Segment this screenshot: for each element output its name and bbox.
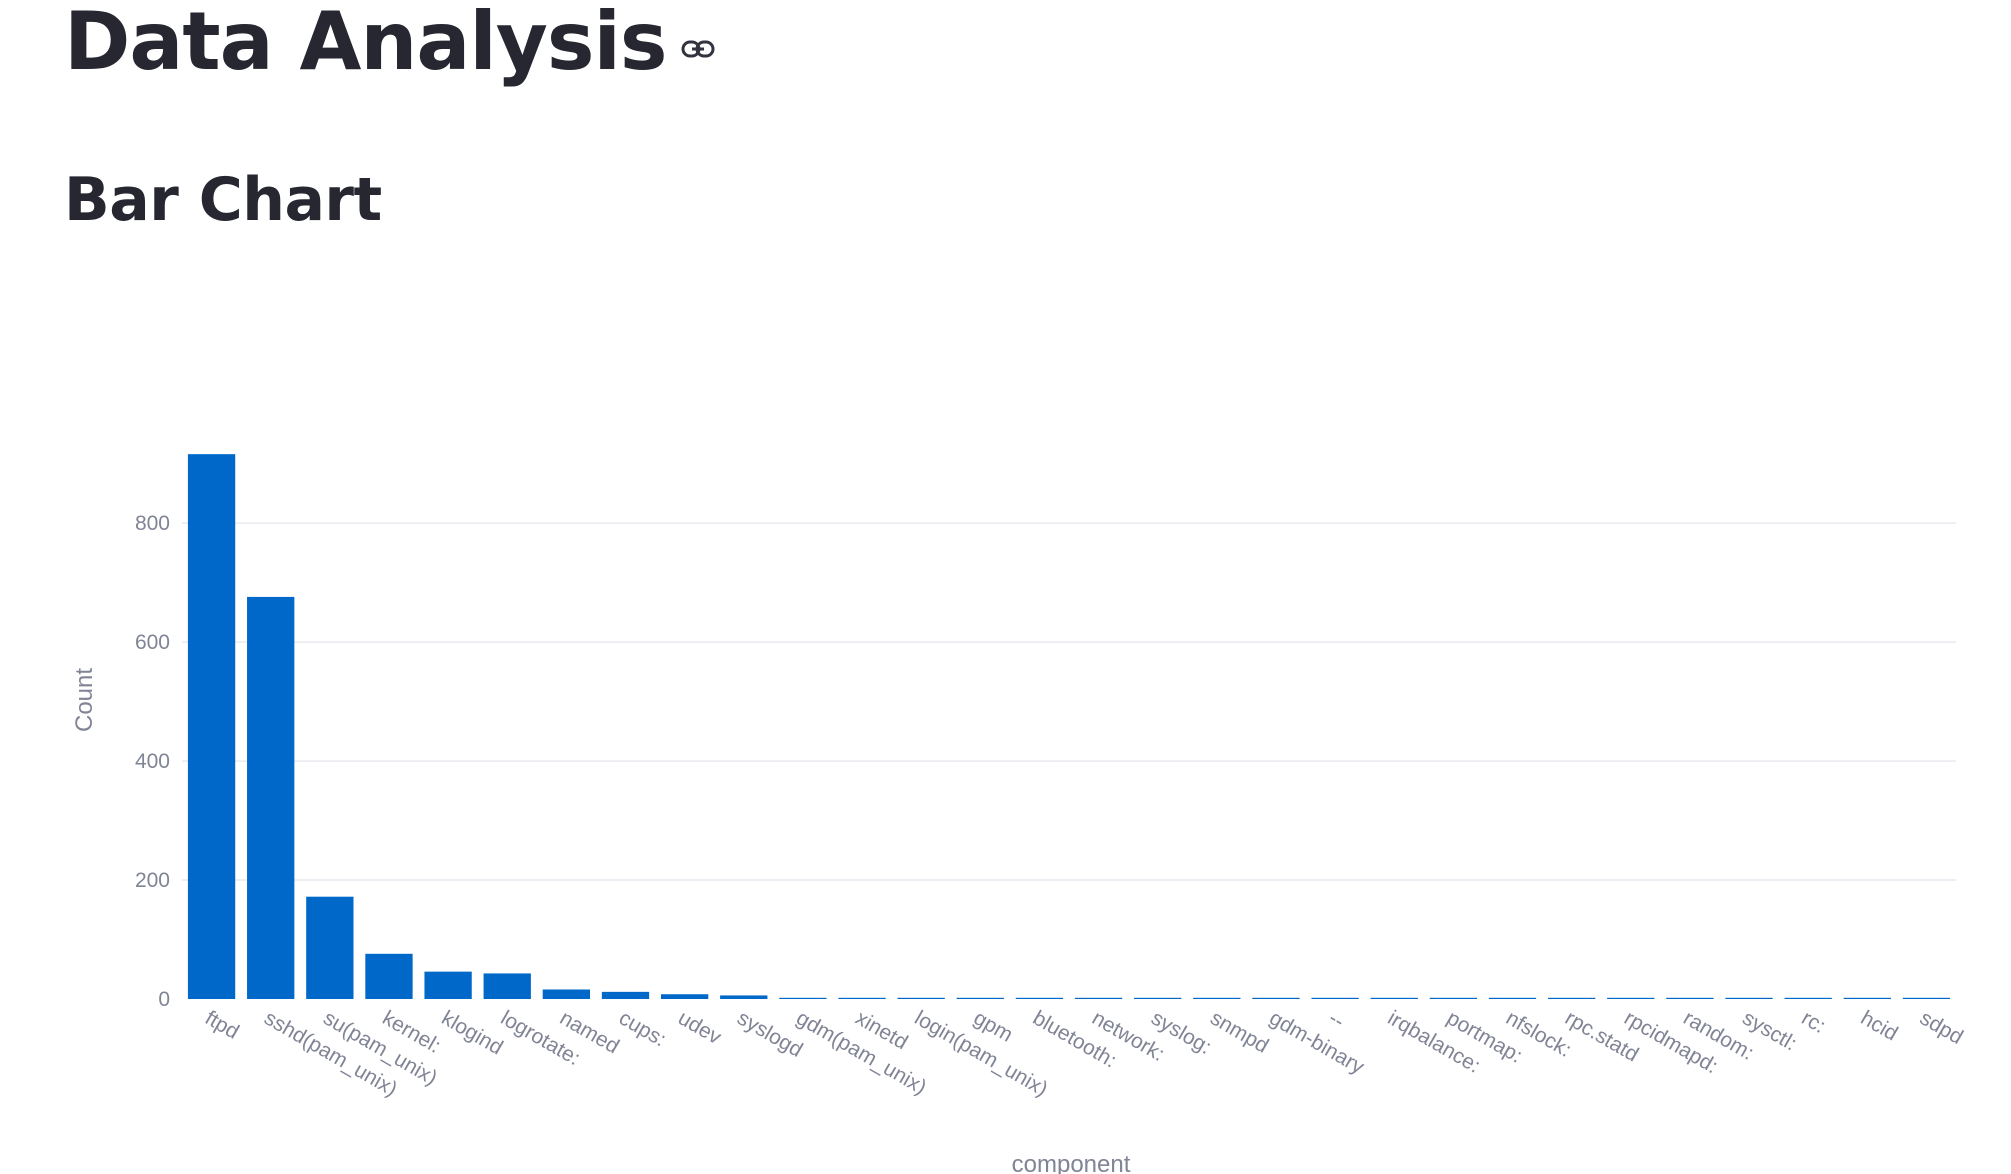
y-tick-label: 400 <box>135 750 170 773</box>
x-tick-label: syslogd <box>733 1006 806 1062</box>
bar-2[interactable] <box>306 896 354 999</box>
bar-11[interactable] <box>838 997 886 999</box>
x-axis-ticks: ftpd sshd(pam_unix)su(pam_unix)kernel:klo… <box>201 1006 1967 1101</box>
bar-13[interactable] <box>956 997 1004 999</box>
bar-6[interactable] <box>542 989 591 999</box>
bar-26[interactable] <box>1725 997 1773 999</box>
x-tick-label: udev <box>674 1006 725 1049</box>
link-icon[interactable] <box>681 39 715 59</box>
bar-16[interactable] <box>1134 997 1182 999</box>
x-tick-label: klogind <box>438 1006 507 1059</box>
bar-3[interactable] <box>365 953 413 999</box>
y-tick-label: 800 <box>135 512 170 535</box>
bar-22[interactable] <box>1488 997 1537 999</box>
bar-25[interactable] <box>1666 997 1714 999</box>
x-tick-label: gdm-binary <box>1265 1006 1368 1079</box>
page-title-text: Data Analysis <box>64 0 668 88</box>
bar-15[interactable] <box>1074 997 1123 999</box>
bar-7[interactable] <box>601 991 650 999</box>
x-tick-label: sdpd <box>1916 1006 1967 1049</box>
bar-0[interactable] <box>187 454 236 999</box>
bar-12[interactable] <box>897 997 945 999</box>
bar-20[interactable] <box>1370 997 1418 999</box>
bar-5[interactable] <box>483 973 531 999</box>
x-axis-title: component <box>1012 1151 1131 1174</box>
bar-21[interactable] <box>1429 997 1478 999</box>
bar-8[interactable] <box>660 994 709 999</box>
bar-24[interactable] <box>1607 997 1655 999</box>
x-tick-label: cups: <box>615 1006 670 1051</box>
bar-23[interactable] <box>1547 997 1596 999</box>
y-axis-title: Count <box>71 668 98 732</box>
bar-18[interactable] <box>1252 997 1300 999</box>
bar-4[interactable] <box>424 971 472 999</box>
y-tick-label: 600 <box>135 631 170 654</box>
x-tick-label: snmpd <box>1206 1006 1272 1057</box>
section-title: Bar Chart <box>64 165 382 235</box>
y-tick-label: 0 <box>158 988 170 1011</box>
bar-27[interactable] <box>1784 997 1832 999</box>
y-axis-ticks: 0 200 400 600 800 <box>135 512 170 1011</box>
bar-17[interactable] <box>1193 997 1241 999</box>
bar-10[interactable] <box>779 997 827 999</box>
x-tick-label: rc: <box>1798 1006 1830 1038</box>
bar-28[interactable] <box>1843 997 1891 999</box>
x-tick-label: ftpd <box>201 1006 243 1043</box>
chart-bars <box>187 454 1951 999</box>
bar-1[interactable] <box>247 596 295 999</box>
bar-14[interactable] <box>1015 997 1064 999</box>
bar-9[interactable] <box>720 995 768 999</box>
chart-gridlines <box>182 522 1956 881</box>
bar-29[interactable] <box>1902 997 1951 999</box>
bar-19[interactable] <box>1311 997 1359 999</box>
x-tick-label: -- <box>1325 1006 1349 1033</box>
y-tick-label: 200 <box>135 869 170 892</box>
x-tick-label: hcid <box>1857 1006 1902 1045</box>
page-title: Data Analysis <box>64 0 715 90</box>
